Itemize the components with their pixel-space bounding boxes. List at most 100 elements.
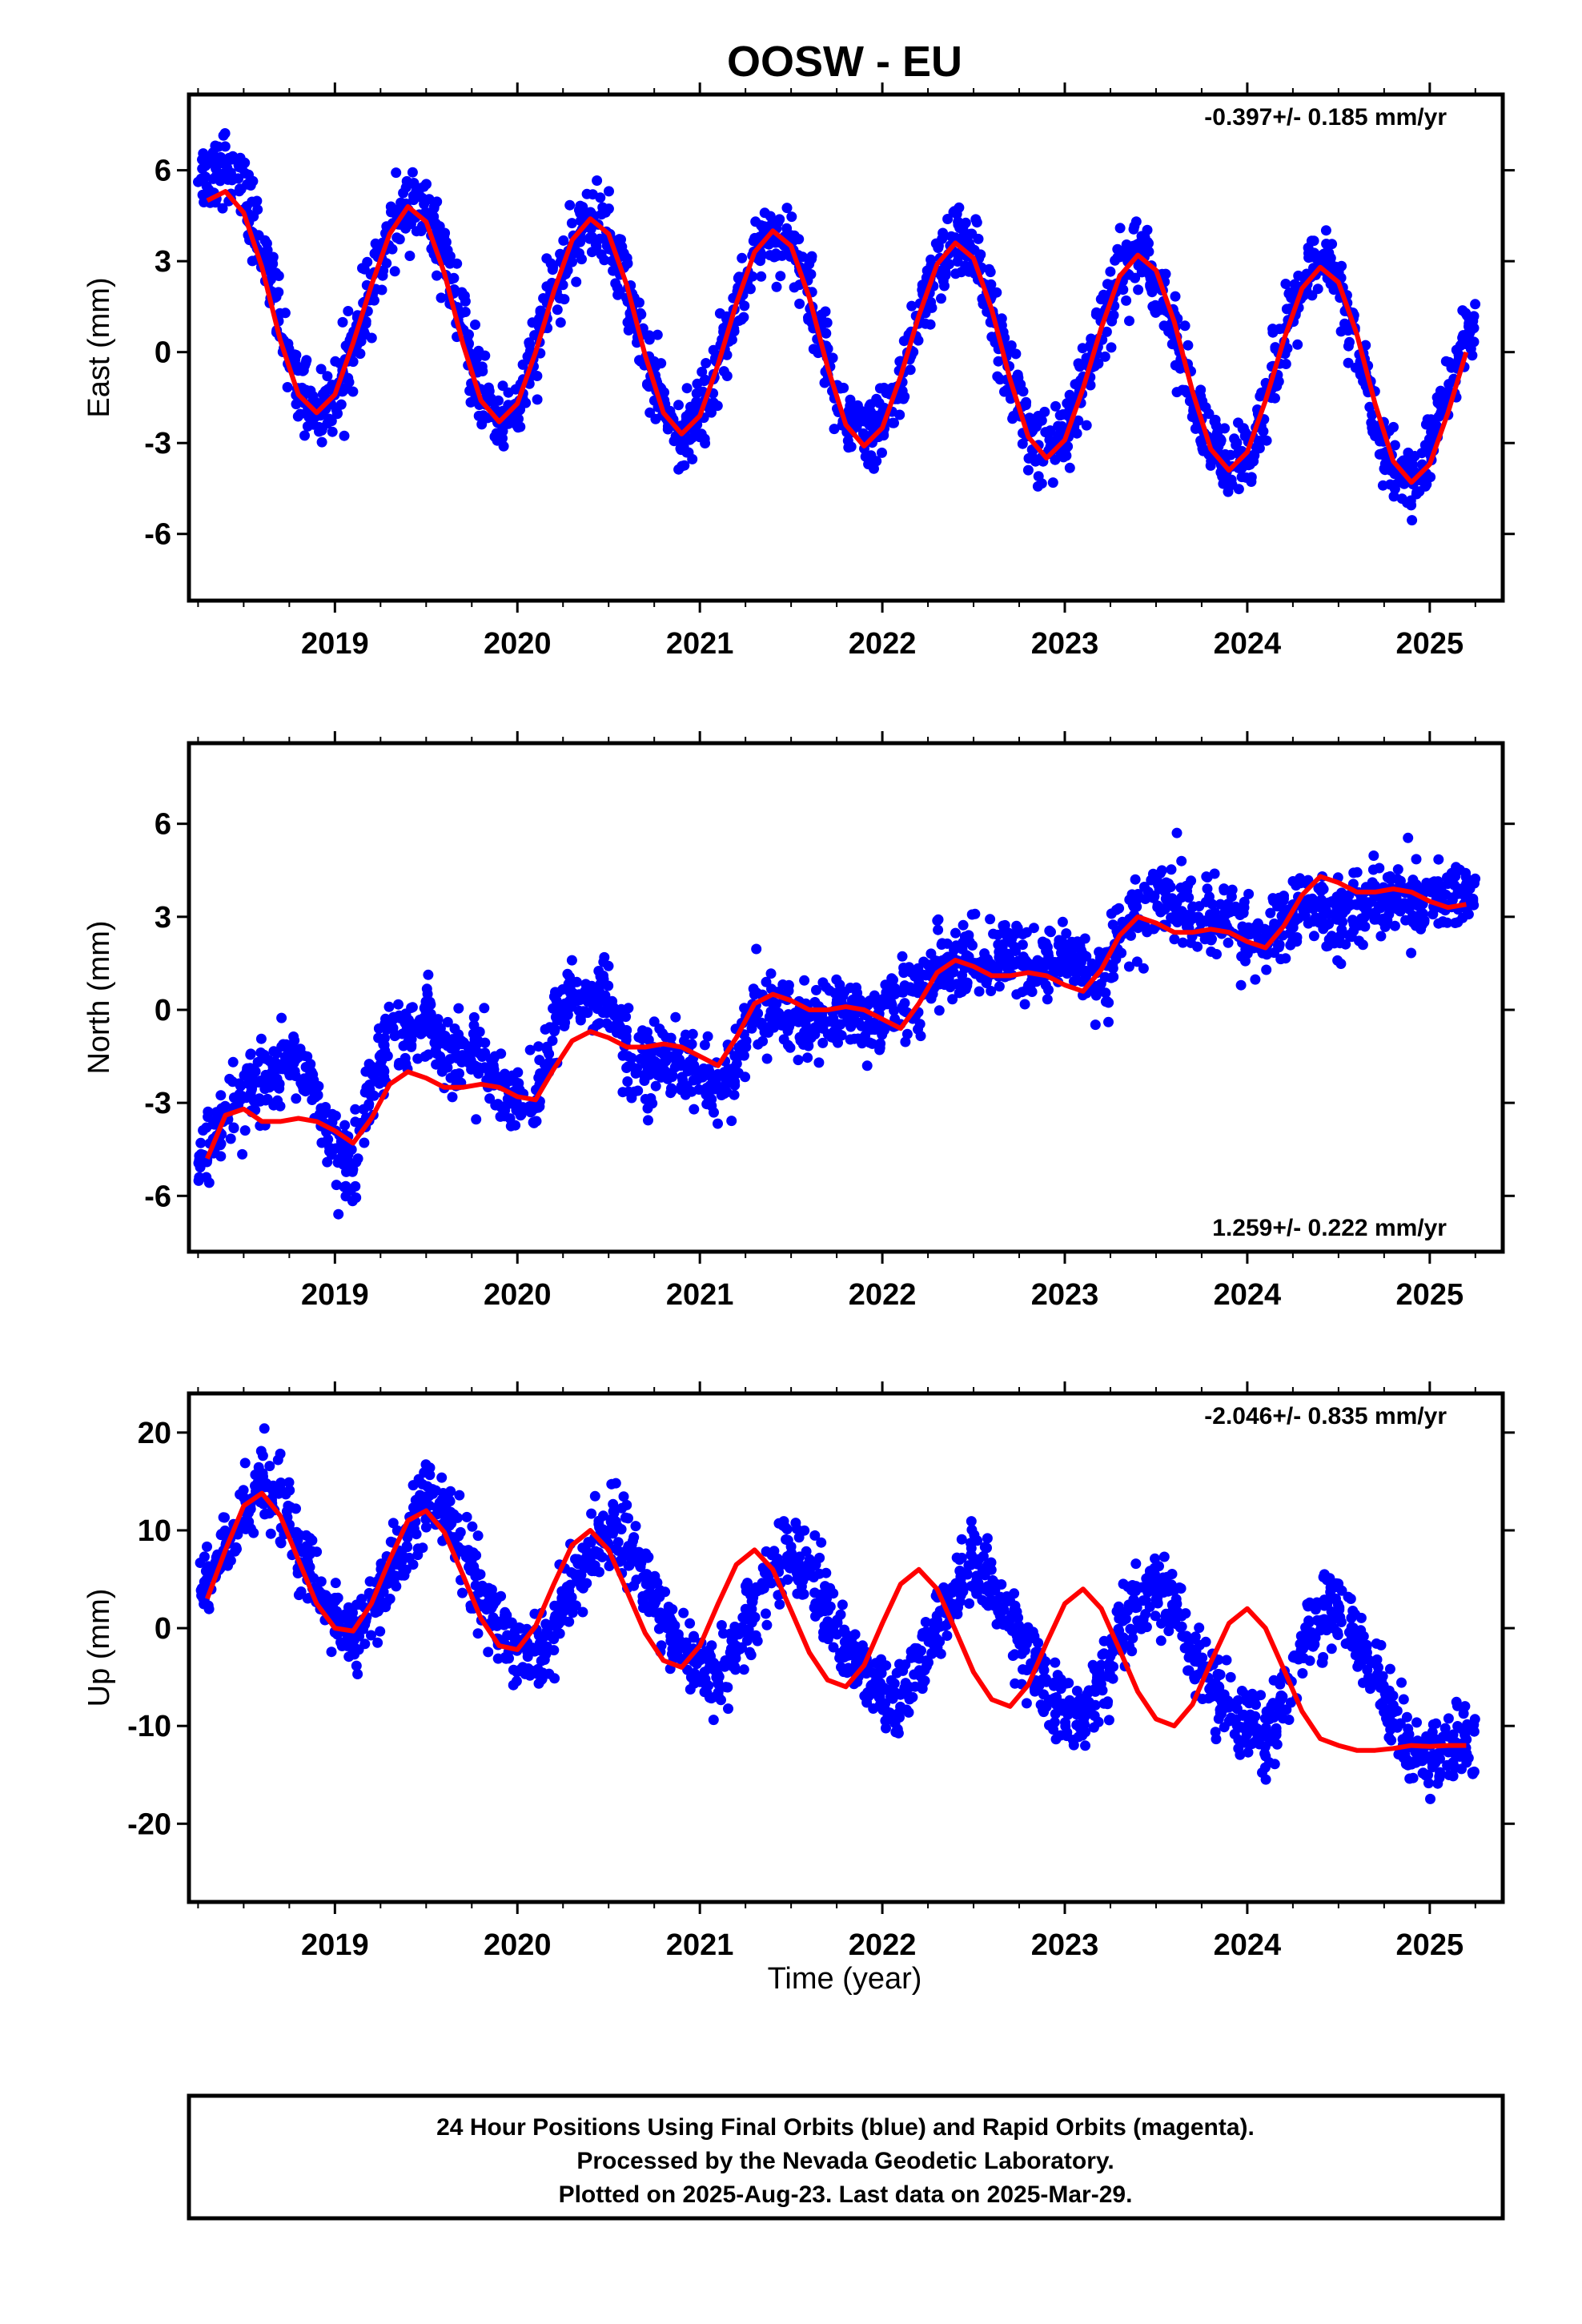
east-point xyxy=(1270,392,1280,404)
north-point xyxy=(1280,953,1291,964)
east-point xyxy=(193,176,203,187)
east-point xyxy=(819,377,830,388)
north-point xyxy=(1468,893,1479,904)
up-point xyxy=(544,1668,555,1679)
north-point xyxy=(1239,927,1250,939)
north-point xyxy=(933,924,944,935)
up-point xyxy=(720,1655,731,1666)
east-point xyxy=(604,186,614,197)
north-point xyxy=(601,1018,612,1029)
north-point xyxy=(1406,947,1417,959)
up-point xyxy=(436,1472,448,1483)
north-point xyxy=(886,999,897,1011)
east-point xyxy=(295,408,306,420)
east-point xyxy=(650,413,661,424)
east-point xyxy=(1114,223,1126,234)
up-point xyxy=(412,1550,424,1561)
up-point xyxy=(637,1596,648,1607)
north-point xyxy=(704,1066,715,1077)
up-point xyxy=(295,1586,307,1597)
north-point xyxy=(1081,951,1092,962)
north-point xyxy=(1147,868,1158,879)
up-point xyxy=(342,1636,353,1647)
north-point xyxy=(562,1009,573,1020)
up-point xyxy=(678,1607,689,1618)
north-point xyxy=(596,971,608,982)
east-point xyxy=(1121,295,1132,306)
north-point xyxy=(1237,906,1248,917)
up-point xyxy=(558,1614,569,1626)
east-point xyxy=(622,317,633,328)
north-point xyxy=(857,1038,868,1049)
east-point xyxy=(697,366,708,377)
up-point xyxy=(761,1608,771,1619)
east-point xyxy=(1320,225,1331,236)
north-point xyxy=(704,1091,715,1102)
north-point xyxy=(947,994,958,1005)
north-point xyxy=(195,1137,207,1148)
north-point xyxy=(423,969,434,980)
north-point xyxy=(809,1029,821,1039)
east-point xyxy=(642,380,652,391)
up-point xyxy=(689,1632,699,1643)
north-point xyxy=(215,1090,227,1101)
up-point xyxy=(667,1604,678,1615)
north-point xyxy=(1308,931,1319,942)
east-point xyxy=(656,358,667,369)
figure-title: OOSW - EU xyxy=(727,38,962,86)
east-fit-line xyxy=(206,189,1469,485)
east-point xyxy=(696,428,707,440)
east-point xyxy=(552,304,563,316)
north-point xyxy=(304,1078,315,1089)
north-point xyxy=(617,1087,628,1098)
east-point xyxy=(1101,326,1112,337)
north-point xyxy=(632,1063,642,1074)
up-point xyxy=(656,1640,667,1651)
east-point xyxy=(1403,447,1414,458)
up-point xyxy=(436,1494,448,1506)
north-point xyxy=(709,1084,721,1095)
east-y-tick-label: -6 xyxy=(144,518,171,552)
east-point xyxy=(1056,448,1067,459)
north-point xyxy=(1062,939,1074,951)
north-point xyxy=(436,1066,448,1077)
east-point xyxy=(473,410,484,421)
north-frame xyxy=(187,741,1505,1254)
east-point xyxy=(993,356,1004,367)
north-point xyxy=(547,1035,558,1046)
north-point xyxy=(1287,876,1299,887)
north-point xyxy=(713,1118,723,1129)
up-point xyxy=(343,1602,354,1613)
north-point xyxy=(1176,855,1187,866)
east-point xyxy=(389,266,400,277)
up-point xyxy=(533,1630,544,1641)
north-point xyxy=(255,1047,267,1058)
east-point xyxy=(1073,415,1084,426)
up-point xyxy=(356,1594,367,1605)
up-point xyxy=(264,1461,275,1472)
east-point xyxy=(368,295,379,306)
north-point xyxy=(1183,892,1195,903)
north-point xyxy=(254,1093,265,1104)
up-point xyxy=(202,1541,212,1552)
east-point xyxy=(718,366,729,377)
north-point xyxy=(795,1035,806,1046)
east-point xyxy=(700,374,711,385)
east-point xyxy=(621,252,632,263)
east-point xyxy=(1343,340,1354,352)
up-point xyxy=(540,1619,552,1630)
up-point xyxy=(307,1535,318,1546)
east-point xyxy=(1032,480,1043,492)
up-point xyxy=(570,1600,581,1611)
north-point xyxy=(333,1208,344,1220)
up-point xyxy=(738,1664,749,1675)
north-point xyxy=(1160,893,1171,904)
north-point xyxy=(639,1076,650,1086)
up-point xyxy=(375,1626,386,1637)
north-point xyxy=(351,1192,362,1203)
north-point xyxy=(1209,868,1220,879)
east-point xyxy=(385,201,396,212)
east-point xyxy=(705,405,716,416)
east-point xyxy=(477,366,488,376)
east-point xyxy=(973,233,984,244)
